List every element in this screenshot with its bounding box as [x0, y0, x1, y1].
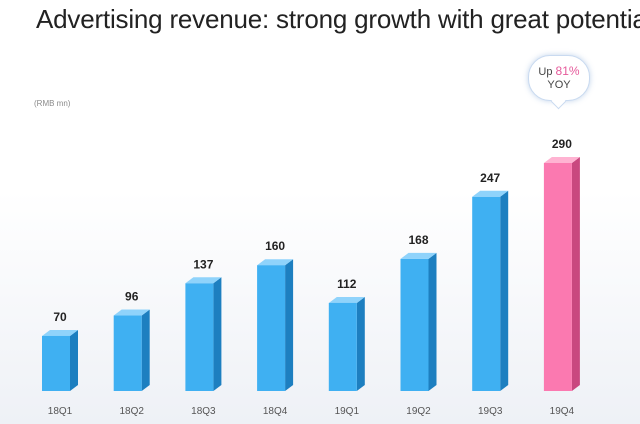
yoy-suffix: YOY [547, 79, 571, 91]
bar-19q4 [543, 163, 572, 391]
bar-18q1 [42, 335, 70, 391]
bar-top-19q4 [543, 157, 580, 163]
bar-side-18q2 [141, 309, 150, 391]
value-label-18q1: 70 [53, 310, 67, 324]
category-label-18q3: 18Q3 [191, 406, 216, 417]
value-label-19q4: 290 [552, 137, 572, 151]
bar-18q3 [185, 283, 214, 391]
category-label-18q4: 18Q4 [263, 406, 288, 417]
bar-top-18q2 [113, 309, 150, 316]
bar-top-19q3 [472, 190, 509, 197]
bar-side-19q3 [500, 190, 509, 391]
yoy-prefix: Up [538, 66, 553, 78]
value-label-19q2: 168 [408, 233, 428, 247]
bar-18q4 [257, 265, 286, 391]
bar-top-18q1 [42, 329, 78, 336]
category-label-19q4: 19Q4 [550, 406, 575, 417]
category-label-18q2: 18Q2 [119, 406, 144, 417]
bar-top-18q3 [185, 277, 222, 284]
yoy-callout: Up 81% YOY [528, 55, 590, 101]
yoy-percent: 81% [555, 64, 580, 78]
bar-19q2 [400, 258, 429, 391]
value-label-19q3: 247 [480, 171, 500, 185]
value-label-18q3: 137 [193, 257, 213, 271]
page-title: Advertising revenue: strong growth with … [36, 4, 640, 34]
bar-top-18q4 [257, 259, 294, 266]
value-label-19q1: 112 [337, 277, 357, 291]
bar-side-18q1 [70, 329, 78, 391]
value-label-18q4: 160 [265, 239, 285, 253]
yoy-callout-line1: Up 81% [529, 64, 589, 79]
bar-19q1 [328, 302, 357, 391]
bar-top-19q1 [328, 296, 365, 303]
bar-side-19q4 [571, 157, 580, 391]
bar-top-19q2 [400, 252, 437, 259]
bar-18q2 [113, 315, 142, 391]
category-label-19q2: 19Q2 [406, 406, 431, 417]
bar-side-19q2 [428, 252, 437, 391]
bar-side-18q4 [285, 259, 294, 391]
bar-side-18q3 [213, 277, 222, 391]
unit-label: (RMB mn) [34, 99, 71, 108]
bar-side-19q1 [356, 296, 365, 391]
value-label-18q2: 96 [125, 290, 139, 304]
category-label-19q1: 19Q1 [335, 406, 360, 417]
category-label-18q1: 18Q1 [48, 406, 73, 417]
category-label-19q3: 19Q3 [478, 406, 503, 417]
bar-19q3 [472, 196, 501, 391]
